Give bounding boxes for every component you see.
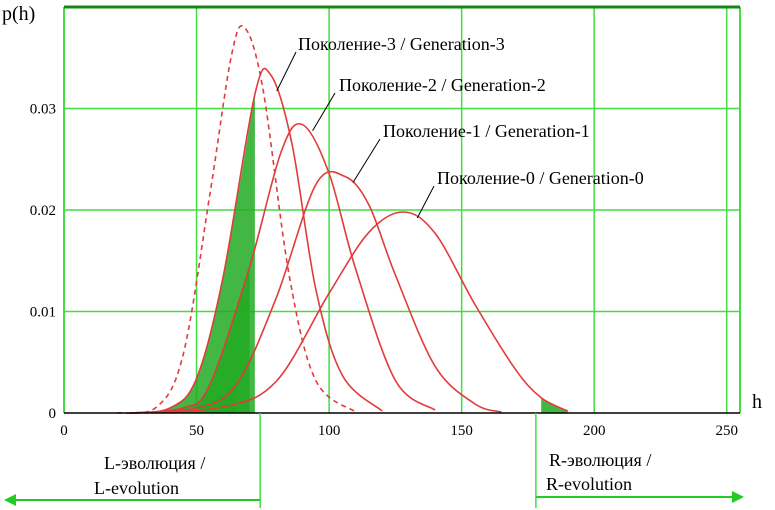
curve-generation-2: [130, 123, 436, 414]
curve-generation-1: [130, 170, 502, 414]
y-axis-label: p(h): [2, 3, 35, 25]
x-tick-label: 150: [450, 423, 473, 439]
x-tick-label: 200: [583, 423, 606, 439]
tick-labels: 0 50 100 150 200 250 0 0.01 0.02 0.03: [30, 102, 738, 440]
x-axis-label: h: [752, 391, 762, 413]
curve-labels: Поколение-3 / Generation-3 Поколение-2 / …: [276, 34, 644, 219]
label-leader-line: [276, 51, 297, 92]
curves: [116, 25, 569, 415]
curve-generation-3: [130, 67, 383, 414]
x-tick-label: 100: [318, 423, 341, 439]
right-arrow-head: [732, 491, 744, 503]
label-leader-line: [312, 92, 336, 131]
curve-label: Поколение-1 / Generation-1: [383, 121, 590, 141]
y-tick-label: 0.02: [30, 203, 56, 219]
label-leader-line: [416, 185, 435, 219]
dashed-curve: [116, 25, 357, 415]
x-tick-label: 0: [60, 423, 68, 439]
l-evolution-label-en: L-evolution: [94, 478, 179, 498]
evolution-annotations: L-эволюция / L-evolution R-эволюция / R-evo…: [4, 413, 744, 508]
y-tick-label: 0: [49, 406, 57, 422]
y-tick-label: 0.03: [30, 102, 56, 118]
r-evolution-label-en: R-evolution: [546, 474, 632, 494]
y-tick-label: 0.01: [30, 305, 56, 321]
l-evolution-label-ru: L-эволюция /: [104, 453, 205, 473]
left-arrow-head: [4, 494, 16, 506]
label-leader-line: [352, 138, 381, 183]
x-tick-label: 250: [715, 423, 738, 439]
curve-label: Поколение-3 / Generation-3: [298, 34, 505, 54]
axes: [63, 5, 741, 414]
x-tick-label: 50: [189, 423, 204, 439]
grid: [64, 7, 740, 413]
curve-label: Поколение-2 / Generation-2: [339, 75, 546, 95]
r-evolution-label-ru: R-эволюция /: [549, 450, 651, 470]
curve-label: Поколение-0 / Generation-0: [437, 168, 644, 188]
curve-generation-0: [143, 211, 569, 414]
left-tail-fill: [130, 94, 255, 414]
